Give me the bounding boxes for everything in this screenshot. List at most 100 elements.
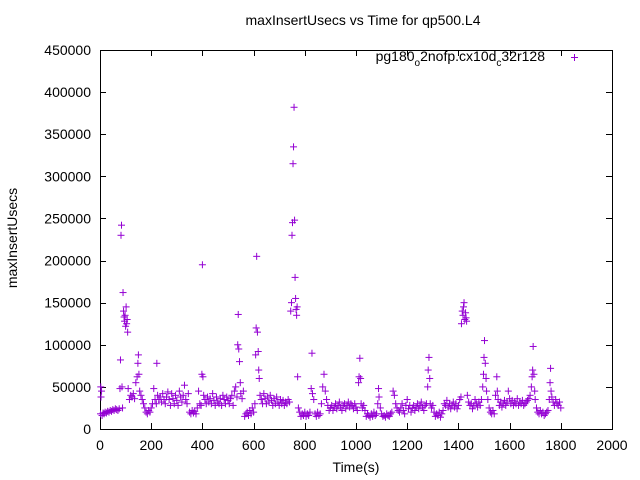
- data-point: [116, 356, 124, 364]
- y-axis: 0 50000 100000 150000 200000 250000 300000 3500…: [44, 42, 612, 437]
- data-point: [223, 393, 231, 401]
- data-point: [531, 396, 539, 404]
- data-point: [118, 383, 126, 391]
- data-point: [547, 387, 555, 395]
- data-point: [439, 406, 447, 414]
- x-axis-title: Time(s): [333, 459, 380, 475]
- data-point: [229, 401, 237, 409]
- data-point: [234, 341, 242, 349]
- data-point: [376, 404, 384, 412]
- data-point: [291, 216, 299, 224]
- x-tick-label: 0: [96, 437, 104, 453]
- data-point: [164, 388, 172, 396]
- data-point: [493, 373, 501, 381]
- data-point: [254, 348, 262, 356]
- data-point: [294, 373, 302, 381]
- data-point: [352, 403, 360, 411]
- data-point: [417, 398, 425, 406]
- legend-label: pg180o2nofp.cx10dc32r128: [376, 48, 546, 69]
- data-point: [117, 231, 125, 239]
- data-point: [544, 406, 552, 414]
- x-tick-label: 1200: [392, 437, 423, 453]
- legend: pg180o2nofp.cx10dc32r128: [376, 48, 578, 69]
- data-point: [121, 311, 129, 319]
- data-point: [123, 320, 131, 328]
- data-point: [266, 391, 274, 399]
- x-tick-label: 1400: [443, 437, 474, 453]
- data-point: [260, 390, 268, 398]
- data-point: [526, 391, 534, 399]
- legend-label-sub1: o: [415, 58, 421, 69]
- data-point: [293, 303, 301, 311]
- data-point: [460, 303, 468, 311]
- data-point: [115, 405, 123, 413]
- x-tick-label: 600: [242, 437, 266, 453]
- data-point: [97, 393, 105, 401]
- data-point: [289, 160, 297, 168]
- data-point: [426, 374, 434, 382]
- data-point: [436, 413, 444, 421]
- data-point: [97, 383, 105, 391]
- data-point: [146, 408, 154, 416]
- y-tick-label: 200000: [44, 253, 91, 269]
- data-point: [306, 408, 314, 416]
- y-tick-label: 100000: [44, 337, 91, 353]
- data-point: [166, 401, 174, 409]
- data-point: [193, 404, 201, 412]
- data-point: [479, 383, 487, 391]
- data-point: [118, 221, 126, 229]
- data-point: [199, 373, 207, 381]
- data-point: [425, 353, 433, 361]
- data-point: [255, 366, 263, 374]
- data-point: [183, 400, 191, 408]
- data-point: [463, 317, 471, 325]
- x-axis: 0 200 400 600 800 1000 1200 1400 1600 1800 2000: [96, 50, 628, 453]
- data-point: [374, 400, 382, 408]
- data-point: [137, 391, 145, 399]
- data-point: [454, 401, 462, 409]
- data-point: [131, 395, 139, 403]
- legend-label-mid: 2nofp.cx10d: [420, 48, 496, 64]
- data-point: [453, 405, 461, 413]
- data-point: [228, 391, 236, 399]
- y-axis-title: maxInsertUsecs: [4, 188, 20, 288]
- data-point: [198, 261, 206, 269]
- y-tick-label: 400000: [44, 84, 91, 100]
- data-point: [357, 374, 365, 382]
- data-point: [524, 396, 532, 404]
- x-tick-label: 1800: [545, 437, 576, 453]
- data-point: [172, 391, 180, 399]
- data-point: [132, 379, 140, 387]
- data-point: [390, 391, 398, 399]
- y-tick-label: 0: [83, 421, 91, 437]
- data-point: [415, 405, 423, 413]
- data-point: [333, 405, 341, 413]
- data-point: [196, 400, 204, 408]
- data-point: [387, 410, 395, 418]
- data-point: [480, 353, 488, 361]
- data-point: [227, 395, 235, 403]
- data-point: [124, 328, 132, 336]
- y-tick-label: 450000: [44, 42, 91, 58]
- data-point: [411, 406, 419, 414]
- data-point: [460, 299, 468, 307]
- data-point: [420, 406, 428, 414]
- data-point: [239, 387, 247, 395]
- data-point: [238, 395, 246, 403]
- data-point: [355, 379, 363, 387]
- data-point: [461, 316, 469, 324]
- data-point: [468, 405, 476, 413]
- data-point: [291, 273, 299, 281]
- data-point: [531, 387, 539, 395]
- legend-marker: [571, 54, 578, 61]
- data-point: [458, 307, 466, 315]
- data-point: [481, 337, 489, 345]
- data-point: [290, 143, 298, 151]
- data-point: [462, 309, 470, 317]
- data-point: [119, 404, 127, 412]
- data-point: [218, 401, 226, 409]
- data-point: [147, 404, 155, 412]
- data-point: [136, 387, 144, 395]
- data-point: [463, 391, 471, 399]
